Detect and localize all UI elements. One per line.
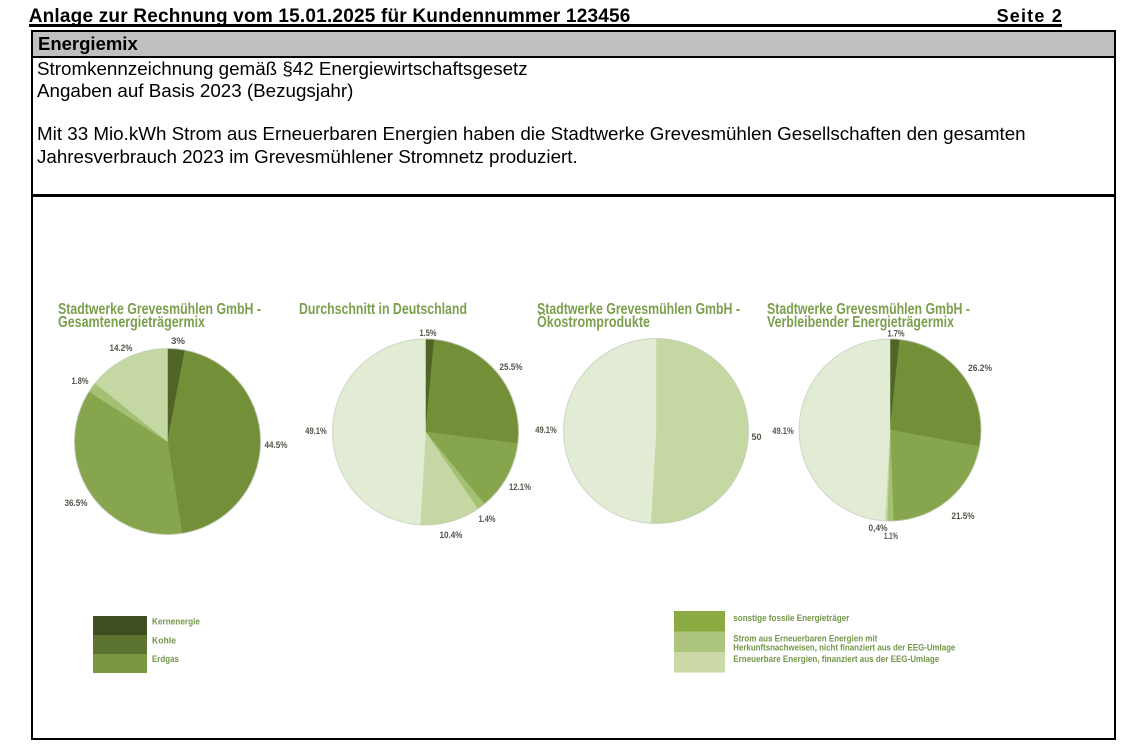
svg-text:Erdgas: Erdgas xyxy=(152,653,179,664)
svg-text:1.1%: 1.1% xyxy=(884,531,898,542)
svg-text:44.5%: 44.5% xyxy=(265,440,288,451)
svg-text:26.2%: 26.2% xyxy=(968,363,992,374)
svg-text:1.8%: 1.8% xyxy=(72,376,89,387)
svg-text:3%: 3% xyxy=(171,336,186,347)
svg-text:36.5%: 36.5% xyxy=(65,498,88,509)
svg-text:sonstige fossile Energieträger: sonstige fossile Energieträger xyxy=(733,612,849,623)
svg-text:50: 50 xyxy=(752,432,762,443)
svg-text:Okostromprodukte: Okostromprodukte xyxy=(537,314,650,331)
svg-text:Stadtwerke Grevesmühlen GmbH -: Stadtwerke Grevesmühlen GmbH - xyxy=(537,301,740,318)
svg-text:Kohle: Kohle xyxy=(152,635,176,646)
svg-text:49.1%: 49.1% xyxy=(535,425,557,436)
svg-text:1.7%: 1.7% xyxy=(888,329,905,340)
svg-text:1.5%: 1.5% xyxy=(420,328,437,339)
svg-text:49.1%: 49.1% xyxy=(305,426,327,437)
svg-text:1.4%: 1.4% xyxy=(479,514,496,525)
svg-text:Strom aus Erneuerbaren Energie: Strom aus Erneuerbaren Energien mit xyxy=(733,632,877,643)
svg-text:Gesamtenergieträgermix: Gesamtenergieträgermix xyxy=(58,314,205,331)
svg-text:10.4%: 10.4% xyxy=(440,530,463,541)
svg-text:14.2%: 14.2% xyxy=(110,343,133,354)
svg-text:Durchschnitt in Deutschland: Durchschnitt in Deutschland xyxy=(299,301,467,318)
svg-text:Kernenergie: Kernenergie xyxy=(152,616,200,627)
svg-text:25.5%: 25.5% xyxy=(500,362,523,373)
svg-text:49.1%: 49.1% xyxy=(772,426,794,437)
svg-text:Erneuerbare Energien, finanzie: Erneuerbare Energien, finanziert aus der… xyxy=(733,653,939,664)
svg-text:Herkunftsnachweisen, nicht fin: Herkunftsnachweisen, nicht finanziert au… xyxy=(733,641,955,652)
svg-text:Verbleibender Energieträgermix: Verbleibender Energieträgermix xyxy=(767,314,954,331)
svg-text:Stadtwerke Grevesmühlen GmbH -: Stadtwerke Grevesmühlen GmbH - xyxy=(767,301,970,318)
svg-text:12.1%: 12.1% xyxy=(509,482,531,493)
svg-text:Stadtwerke Grevesmühlen GmbH -: Stadtwerke Grevesmühlen GmbH - xyxy=(58,301,261,318)
svg-text:21.5%: 21.5% xyxy=(952,511,975,522)
svg-text:0,4%: 0,4% xyxy=(869,523,888,534)
